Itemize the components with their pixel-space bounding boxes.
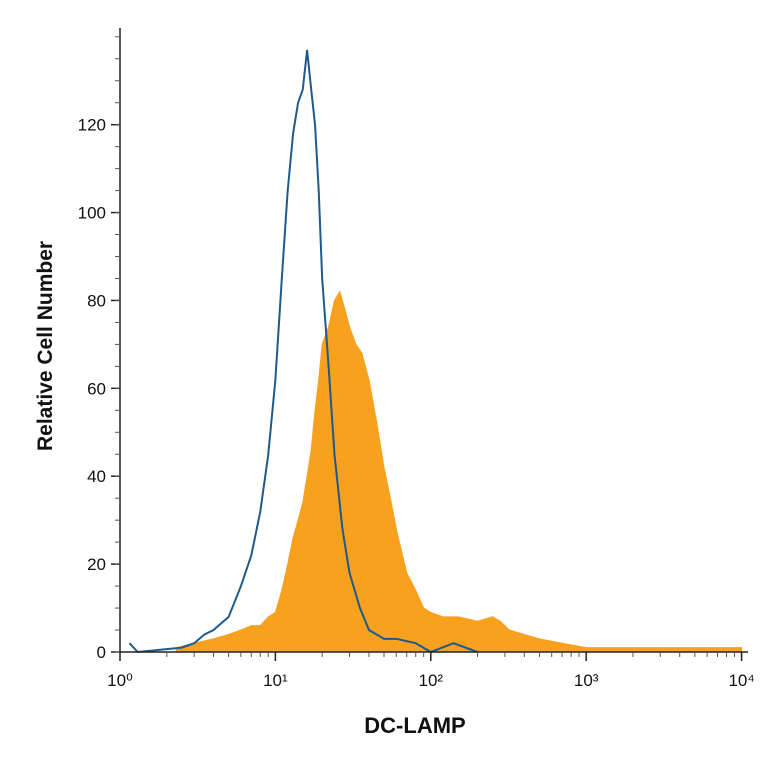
y-tick-label: 100	[78, 204, 106, 223]
y-tick-label: 40	[87, 467, 106, 486]
y-tick-label: 120	[78, 116, 106, 135]
y-tick-label: 0	[97, 643, 106, 662]
y-tick-label: 60	[87, 379, 106, 398]
histogram-area	[175, 290, 743, 653]
y-tick-label: 20	[87, 555, 106, 574]
x-tick-label: 10¹	[263, 671, 288, 690]
x-tick-label: 10²	[418, 671, 443, 690]
y-axis-label: Relative Cell Number	[34, 241, 57, 451]
x-tick-label: 10³	[574, 671, 599, 690]
x-axis-label: DC-LAMP	[364, 713, 465, 738]
histogram-outline	[128, 49, 478, 654]
x-tick-label: 10⁴	[728, 671, 754, 690]
y-tick-label: 80	[87, 291, 106, 310]
x-tick-label: 10⁰	[107, 671, 133, 690]
